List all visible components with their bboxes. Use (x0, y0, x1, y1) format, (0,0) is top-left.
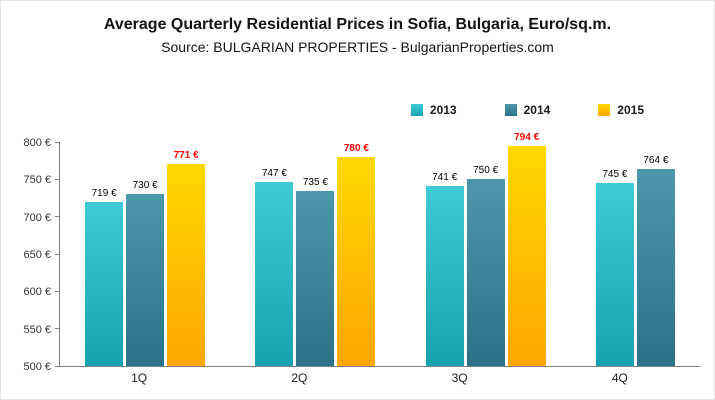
bar-value-label: 741 € (432, 172, 458, 183)
x-axis-label-1Q: 1Q (131, 371, 148, 385)
y-tick-mark (55, 141, 60, 143)
bar-cell: 771 € (167, 150, 206, 366)
legend: 2013 2014 2015 (1, 103, 714, 117)
bar-value-label: 764 € (643, 155, 669, 166)
y-axis-labels: 500 € 550 € 600 € 650 € 700 € 750 € 800 € (1, 137, 59, 373)
bar-2015-1Q (167, 164, 206, 366)
legend-swatch (504, 104, 517, 116)
bar-cell: 750 € (466, 165, 505, 366)
y-tick-label: 600 € (23, 286, 51, 299)
bar-cell: 794 € (507, 132, 546, 366)
y-tick-label: 750 € (23, 174, 51, 187)
plot-row: 500 € 550 € 600 € 650 € 700 € 750 € 800 € 719 … (1, 132, 714, 373)
bar-group-3Q: 741 € 750 € 794 € (425, 132, 546, 366)
bar-2013-1Q (85, 202, 124, 366)
legend-label: 2013 (429, 103, 457, 117)
legend-item-2015: 2015 (598, 103, 644, 117)
bar-2015-2Q (337, 157, 376, 366)
bar-value-label: 735 € (302, 177, 328, 188)
plot-area: 719 € 730 € 771 € 747 € 735 € 780 € 741 € 750 €… (55, 132, 700, 367)
x-axis-label-4Q: 4Q (611, 371, 628, 385)
y-tick-label: 800 € (23, 137, 51, 149)
bar-value-label: 750 € (473, 165, 499, 176)
y-tick-mark (55, 290, 60, 292)
bar-2014-1Q (126, 194, 165, 366)
bar-group-1Q: 719 € 730 € 771 € (85, 150, 206, 366)
bar-cell: 747 € (255, 168, 294, 366)
bar-value-label: 780 € (343, 143, 369, 154)
y-tick-mark (55, 216, 60, 218)
bar-cell: 719 € (85, 188, 124, 366)
bar-2015-3Q (507, 146, 546, 366)
bar-value-label: 745 € (602, 169, 628, 180)
bar-2013-2Q (255, 182, 294, 366)
bar-2014-4Q (636, 169, 675, 366)
x-axis-label-3Q: 3Q (451, 371, 468, 385)
y-tick-mark (55, 178, 60, 180)
bar-value-label: 747 € (261, 168, 287, 179)
chart-subtitle: Source: BULGARIAN PROPERTIES - Bulgarian… (161, 39, 554, 55)
y-tick-mark (55, 328, 60, 330)
x-axis-labels: 1Q 2Q 3Q 4Q (59, 367, 700, 389)
legend-swatch (410, 104, 423, 116)
bar-cell: 735 € (296, 177, 335, 366)
bar-2013-4Q (595, 183, 634, 366)
y-tick-label: 700 € (23, 211, 51, 224)
bar-2014-3Q (466, 179, 505, 366)
bar-value-label: 794 € (514, 132, 540, 143)
bar-cell: 730 € (126, 180, 165, 366)
bar-value-label: 719 € (91, 188, 117, 199)
bar-cell: 780 € (337, 143, 376, 366)
bar-value-label: 730 € (132, 180, 158, 191)
legend-label: 2014 (523, 103, 551, 117)
bar-cell: 745 € (595, 169, 634, 366)
y-tick-label: 550 € (23, 323, 51, 336)
bar-group-2Q: 747 € 735 € 780 € (255, 143, 376, 366)
bar-2014-2Q (296, 191, 335, 366)
bar-cell: 764 € (636, 155, 675, 366)
y-tick-label: 650 € (23, 249, 51, 261)
chart-title: Average Quarterly Residential Prices in … (103, 16, 612, 33)
bar-value-label: 771 € (173, 150, 199, 161)
bar-cell: 741 € (425, 172, 464, 366)
bar-group-4Q: 745 € 764 € (595, 155, 675, 366)
y-tick-label: 500 € (23, 361, 51, 373)
legend-label: 2015 (617, 103, 644, 117)
legend-item-2013: 2013 (410, 103, 457, 117)
bar-2013-3Q (425, 186, 464, 366)
legend-swatch (598, 104, 611, 116)
y-tick-mark (55, 253, 60, 255)
x-axis-label-2Q: 2Q (291, 371, 308, 385)
legend-item-2014: 2014 (504, 103, 551, 117)
y-tick-mark (55, 365, 60, 367)
